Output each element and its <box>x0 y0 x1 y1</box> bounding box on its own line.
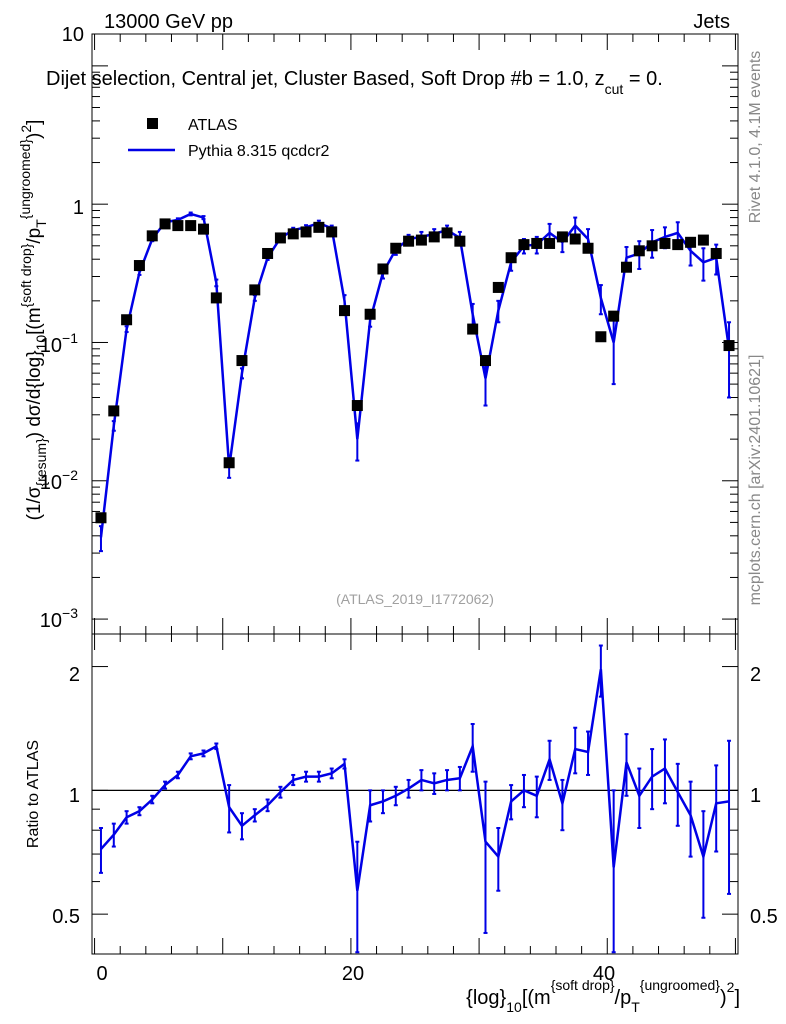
atlas-data-point <box>697 234 709 246</box>
atlas-data-point <box>685 236 697 248</box>
energy-label: 13000 GeV pp <box>104 11 233 33</box>
main-y-tick-label: 10−1 <box>40 330 78 357</box>
legend-data-label: ATLAS <box>188 117 238 134</box>
atlas-data-point <box>121 314 133 326</box>
atlas-data-point <box>287 228 299 240</box>
atlas-data-point <box>633 245 645 257</box>
atlas-data-point <box>492 281 504 293</box>
selection-title-sub: cut <box>605 81 624 97</box>
ratio-y-tick-label: 0.5 <box>52 906 80 928</box>
atlas-data-point <box>351 400 363 412</box>
atlas-data-point <box>659 237 671 249</box>
atlas-data-point <box>531 237 543 249</box>
ratio-y-tick-label: 1 <box>69 785 80 807</box>
atlas-data-point <box>95 512 107 524</box>
atlas-data-point <box>159 218 171 230</box>
atlas-data-point <box>249 284 261 296</box>
ratio-y-tick-label-right: 0.5 <box>750 906 778 928</box>
selection-title-tail: = 0. <box>623 68 662 90</box>
selection-title-main: Dijet selection, Central jet, Cluster Ba… <box>46 68 605 90</box>
main-y-tick-label: 10−2 <box>40 467 78 494</box>
atlas-data-point <box>377 263 389 275</box>
atlas-data-point <box>236 355 248 367</box>
atlas-data-point <box>646 240 658 252</box>
mc-line <box>99 212 731 538</box>
selection-title: Dijet selection, Central jet, Cluster Ba… <box>46 68 663 97</box>
ratio-y-axis-label: Ratio to ATLAS <box>25 740 42 848</box>
atlas-data-points <box>95 218 735 524</box>
category-label: Jets <box>693 11 730 33</box>
atlas-data-point <box>364 308 376 320</box>
atlas-data-point <box>672 239 684 251</box>
atlas-data-point <box>428 231 440 243</box>
main-axis-ticks <box>92 34 738 634</box>
x-tick-label: 20 <box>342 963 364 985</box>
ratio-y-tick-label-right: 2 <box>750 664 761 686</box>
x-axis-label: {log}10[(m{soft drop}/pT{ungroomed})2] <box>466 977 740 1015</box>
atlas-data-point <box>198 223 210 235</box>
atlas-data-point <box>608 310 620 322</box>
mc-series-main <box>98 211 732 553</box>
atlas-data-point <box>133 260 145 272</box>
atlas-data-point <box>172 220 184 232</box>
mcplots-label: mcplots.cern.ch [arXiv:2401.10621] <box>747 355 764 606</box>
x-tick-label: 0 <box>96 963 107 985</box>
analysis-id: (ATLAS_2019_I1772062) <box>336 591 494 607</box>
atlas-data-point <box>582 242 594 254</box>
ratio-plot-frame <box>91 633 739 955</box>
atlas-data-point <box>620 261 632 273</box>
atlas-data-point <box>313 221 325 233</box>
atlas-data-point <box>479 355 491 367</box>
x-tick-label: 40 <box>593 963 615 985</box>
ratio-y-tick-label-right: 1 <box>750 785 761 807</box>
atlas-data-point <box>454 235 466 247</box>
atlas-data-point <box>210 292 222 304</box>
atlas-data-point <box>556 231 568 243</box>
ratio-axis-ticks <box>92 634 738 954</box>
atlas-data-point <box>300 226 312 238</box>
atlas-data-point <box>441 227 453 239</box>
legend-mc-label: Pythia 8.315 qcdcr2 <box>188 143 330 160</box>
atlas-data-point <box>326 226 338 238</box>
atlas-data-point <box>185 220 197 232</box>
main-y-tick-label: 1 <box>73 197 84 219</box>
atlas-data-point <box>262 247 274 259</box>
rivet-label: Rivet 4.1.0, 4.1M events <box>747 51 764 224</box>
main-y-axis-label: (1/σ{resum}) dσ/d{log}10[(m{soft drop}/p… <box>17 120 49 521</box>
atlas-data-point <box>415 234 427 246</box>
main-y-tick-label: 10−3 <box>40 605 78 632</box>
atlas-data-point <box>467 323 479 335</box>
atlas-data-point <box>569 233 581 245</box>
atlas-data-point <box>595 331 607 343</box>
mc-series-ratio <box>98 644 732 954</box>
atlas-data-point <box>723 340 735 352</box>
atlas-data-point <box>505 252 517 264</box>
atlas-data-point <box>146 230 158 242</box>
atlas-data-point <box>274 232 286 244</box>
ratio-line <box>100 669 730 891</box>
ratio-y-tick-label: 2 <box>69 664 80 686</box>
atlas-data-point <box>339 305 351 317</box>
atlas-data-point <box>223 457 235 469</box>
atlas-data-point <box>390 242 402 254</box>
atlas-data-point <box>518 239 530 251</box>
atlas-data-point <box>108 405 120 417</box>
legend-data-marker <box>147 118 158 129</box>
atlas-data-point <box>403 235 415 247</box>
atlas-data-point <box>710 247 722 259</box>
main-y-tick-label: 10 <box>62 24 84 46</box>
atlas-data-point <box>544 237 556 249</box>
